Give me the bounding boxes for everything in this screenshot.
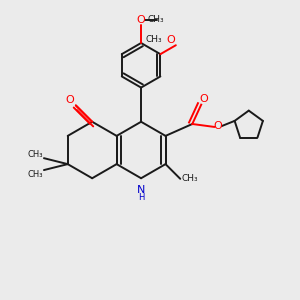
Text: H: H [138,193,144,202]
Text: CH₃: CH₃ [182,174,198,183]
Text: O: O [214,121,223,131]
Text: O: O [137,15,146,25]
Text: O: O [200,94,208,104]
Text: CH₃: CH₃ [28,149,44,158]
Text: CH₃: CH₃ [145,35,162,44]
Text: O: O [166,35,175,45]
Text: CH₃: CH₃ [28,170,44,179]
Text: N: N [137,185,145,195]
Text: O: O [65,95,74,105]
Text: CH₃: CH₃ [148,15,164,24]
